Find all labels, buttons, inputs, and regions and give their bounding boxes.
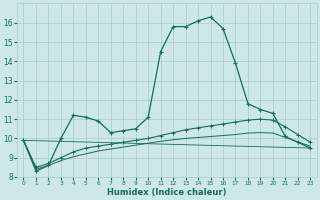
X-axis label: Humidex (Indice chaleur): Humidex (Indice chaleur)	[107, 188, 227, 197]
